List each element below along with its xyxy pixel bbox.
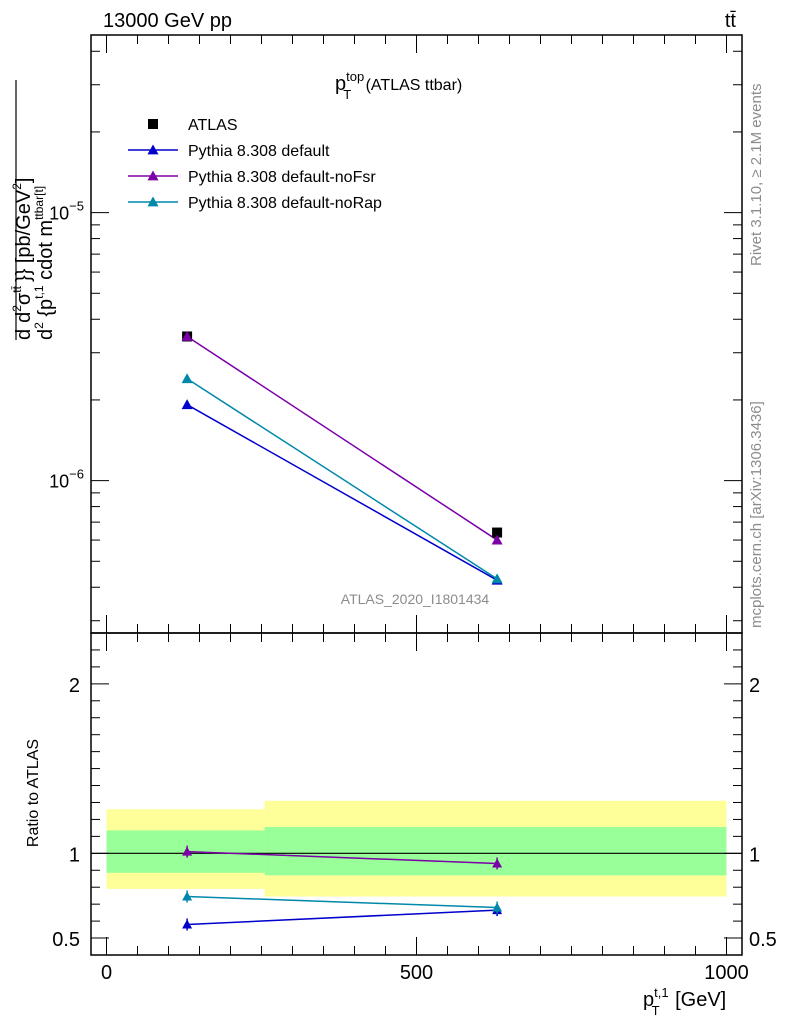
main-ticks: 10−610−5	[49, 35, 742, 633]
ytick-exp: −6	[69, 467, 84, 482]
xtick-label: 1000	[704, 962, 749, 984]
ylabel-p5: ]	[13, 178, 35, 184]
ratio-point	[182, 891, 193, 901]
mc-point	[491, 534, 503, 545]
mc-point	[491, 573, 503, 584]
ylabel-p2: d	[13, 312, 35, 323]
title-base: p	[335, 73, 346, 95]
main-lines	[186, 335, 498, 581]
ratio-ytick-label-left: 1	[69, 844, 80, 866]
ratio-line-0	[187, 909, 498, 926]
ratio-ytick-label-right: 0.5	[749, 929, 777, 951]
ytick-exp: −5	[69, 199, 84, 214]
ylabel-p3: σ	[13, 292, 35, 305]
legend-label: Pythia 8.308 default	[188, 143, 330, 160]
legend-label: ATLAS	[188, 117, 238, 134]
ylabel-p4: }} [pb/GeV	[13, 189, 35, 282]
ratio-frame	[90, 632, 743, 956]
legend-marker	[148, 119, 158, 129]
title-sub: T	[343, 87, 351, 102]
ylabel-p1: d	[13, 329, 35, 340]
series-line-1	[186, 404, 498, 581]
analysis-id: ATLAS_2020_I1801434	[341, 591, 490, 607]
ratio-panel: 0.5 0.5 1 1 2 2 0 500 1000 Ratio to ATLAS pt,1 T …	[25, 632, 777, 1018]
title-sup: top	[346, 69, 364, 84]
mcplots-label: mcplots.cern.ch [arXiv:1306.3436]	[748, 401, 765, 628]
rivet-label: Rivet 3.1.10, ≥ 2.1M events	[748, 84, 765, 267]
ylabel-den2sup: t,1	[32, 285, 46, 299]
ratio-lines	[182, 845, 503, 931]
main-ylabel: dd2σtt̄}} [pb/GeV2] d2 {pt,1 cdot mttbar…	[10, 80, 57, 340]
ylabel-den3sup: ttbar[t]	[32, 186, 46, 220]
ylabel-denominator: d2 {pt,1 cdot mttbar[t]	[32, 186, 57, 340]
main-ytick-label: 10−6	[49, 467, 84, 492]
legend-label: Pythia 8.308 default-noRap	[188, 195, 382, 212]
xlabel: pt,1 T [GeV]	[643, 985, 726, 1018]
main-markers	[181, 330, 503, 585]
xtick-label: 0	[101, 962, 112, 984]
ytick-base: 10	[49, 204, 69, 224]
xlabel-base: p	[643, 989, 654, 1011]
xlabel-rest: [GeV]	[670, 989, 727, 1011]
chart-title: ptop T (ATLAS ttbar)	[335, 69, 462, 102]
header-right: tt̄	[725, 10, 737, 32]
series-line-2	[186, 335, 498, 541]
ratio-ytick-label-left: 2	[69, 675, 80, 697]
ylabel-p2sup: 2	[10, 305, 24, 312]
ratio-ylabel: Ratio to ATLAS	[25, 739, 42, 847]
legend: ATLAS Pythia 8.308 default Pythia 8.308 de…	[128, 117, 382, 212]
xtick-label: 500	[400, 962, 433, 984]
ratio-ytick-label-right: 2	[749, 675, 760, 697]
main-ytick-label: 10−5	[49, 199, 84, 224]
green-band	[264, 827, 727, 876]
ytick-base: 10	[49, 472, 69, 492]
ratio-line-2	[187, 895, 498, 909]
mc-point	[181, 373, 193, 384]
ylabel-den3: cdot m	[35, 220, 57, 286]
ratio-ticks: 0.5 0.5 1 1 2 2 0 500 1000	[52, 633, 777, 984]
ratio-point	[182, 919, 193, 929]
ratio-point	[182, 846, 193, 856]
ylabel-den1sup: 2	[32, 322, 46, 329]
ratio-point	[492, 858, 503, 868]
ylabel-p4sup: 2	[10, 183, 24, 190]
main-panel: 10−610−5 ptop T (ATLAS ttbar) ATLAS_2020_…	[10, 34, 743, 634]
ratio-point	[492, 902, 503, 912]
xlabel-sup: t,1	[654, 985, 668, 1000]
legend-marker	[147, 170, 159, 181]
ylabel-numerator: dd2σtt̄}} [pb/GeV2]	[10, 178, 35, 341]
ratio-bands	[106, 800, 727, 897]
ratio-ytick-label-right: 1	[749, 844, 760, 866]
mc-point	[181, 330, 193, 341]
title-rest: (ATLAS ttbar)	[361, 77, 462, 94]
ylabel-den1: d	[35, 329, 57, 340]
ratio-ytick-label-left: 0.5	[52, 929, 80, 951]
legend-marker	[147, 196, 159, 207]
mc-point	[181, 399, 193, 410]
ylabel-p3sup: tt̄	[10, 285, 24, 292]
xlabel-sub: T	[652, 1003, 660, 1018]
legend-label: Pythia 8.308 default-noFsr	[188, 169, 376, 186]
legend-marker	[147, 144, 159, 155]
series-line-3	[186, 378, 498, 580]
header-left: 13000 GeV pp	[103, 10, 232, 32]
ylabel-den2: {p	[35, 299, 57, 322]
atlas-point	[492, 527, 503, 538]
ratio-line-1	[187, 850, 498, 865]
